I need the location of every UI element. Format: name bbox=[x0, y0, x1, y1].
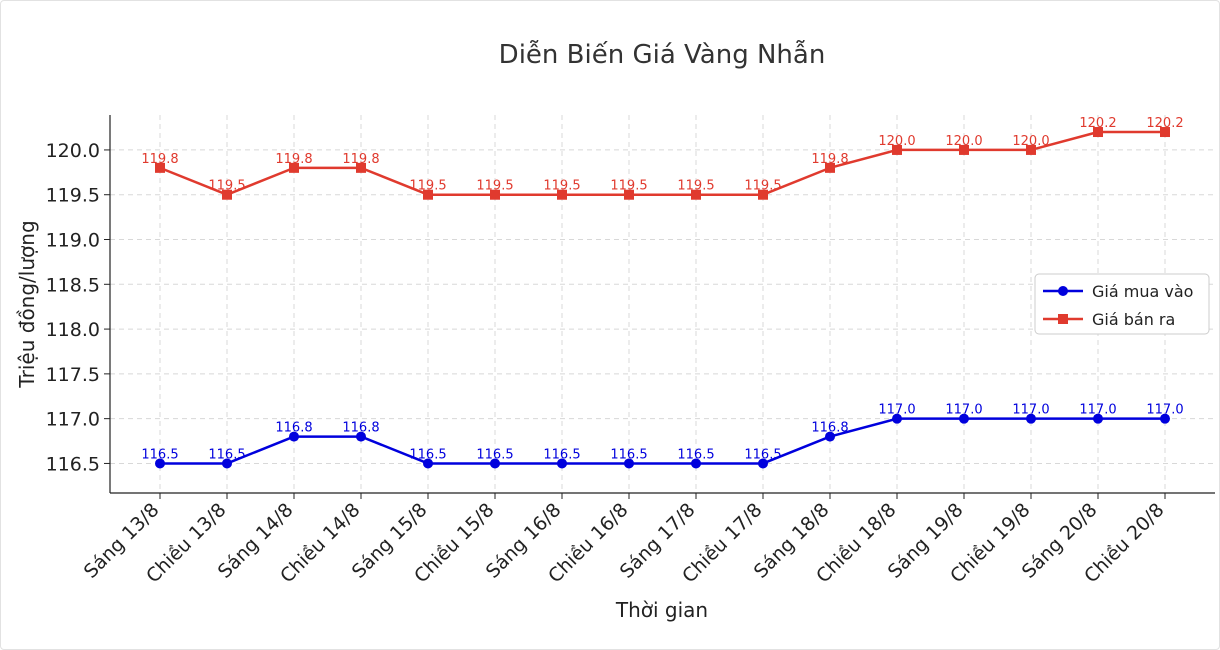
data-point bbox=[155, 162, 165, 173]
data-point bbox=[423, 458, 433, 469]
data-point bbox=[1026, 413, 1036, 424]
data-label: 117.0 bbox=[1079, 403, 1116, 418]
data-label: 116.5 bbox=[677, 447, 714, 462]
data-label: 116.5 bbox=[543, 447, 580, 462]
plot-area: 116.5 116.5 116.8 116.8 116.5 116.5 116.5 116.5… bbox=[141, 116, 1184, 469]
data-point bbox=[289, 431, 299, 442]
data-point bbox=[691, 458, 701, 469]
data-label: 116.8 bbox=[275, 421, 312, 436]
data-label: 120.2 bbox=[1146, 116, 1183, 131]
data-label: 119.8 bbox=[811, 152, 848, 167]
data-point bbox=[825, 431, 835, 442]
legend-label: Giá bán ra bbox=[1092, 310, 1175, 329]
data-label: 119.8 bbox=[141, 152, 178, 167]
data-point bbox=[1026, 144, 1036, 155]
data-label: 117.0 bbox=[1146, 403, 1183, 418]
data-label: 116.8 bbox=[342, 421, 379, 436]
y-tick-label: 117.0 bbox=[46, 409, 100, 431]
data-label: 119.8 bbox=[275, 152, 312, 167]
data-label: 119.5 bbox=[208, 179, 245, 194]
y-axis-label: Triệu đồng/lượng bbox=[15, 220, 39, 388]
data-point bbox=[155, 458, 165, 469]
data-point bbox=[222, 189, 232, 200]
data-point bbox=[892, 144, 902, 155]
data-point bbox=[758, 189, 768, 200]
data-point bbox=[490, 189, 500, 200]
data-label: 116.5 bbox=[610, 447, 647, 462]
data-label: 116.5 bbox=[141, 447, 178, 462]
x-axis-label: Thời gian bbox=[615, 598, 708, 622]
data-point bbox=[959, 144, 969, 155]
data-label: 120.0 bbox=[1012, 134, 1049, 149]
series-gia-ban-ra: 119.8 119.5 119.8 119.8 119.5 119.5 119.5 119.5… bbox=[141, 116, 1184, 200]
y-tick-label: 117.5 bbox=[46, 364, 100, 386]
data-label: 119.5 bbox=[409, 179, 446, 194]
data-point bbox=[1093, 127, 1103, 138]
data-point bbox=[825, 162, 835, 173]
data-point bbox=[356, 431, 366, 442]
y-tick-label: 116.5 bbox=[46, 453, 100, 475]
legend-marker bbox=[1058, 286, 1068, 296]
data-point bbox=[959, 413, 969, 424]
data-label: 119.5 bbox=[610, 179, 647, 194]
data-point bbox=[691, 189, 701, 200]
data-label: 116.5 bbox=[476, 447, 513, 462]
legend-marker bbox=[1058, 314, 1068, 324]
data-point bbox=[557, 189, 567, 200]
data-label: 117.0 bbox=[1012, 403, 1049, 418]
data-point bbox=[289, 162, 299, 173]
data-point bbox=[557, 458, 567, 469]
data-label: 119.5 bbox=[543, 179, 580, 194]
y-ticks: 116.5 117.0 117.5 118.0 118.5 119.0 119.5 120.0 bbox=[46, 140, 110, 475]
y-tick-label: 118.5 bbox=[46, 274, 100, 296]
data-label: 119.5 bbox=[476, 179, 513, 194]
data-point bbox=[1160, 127, 1170, 138]
data-point bbox=[758, 458, 768, 469]
data-point bbox=[1160, 413, 1170, 424]
data-label: 117.0 bbox=[945, 403, 982, 418]
data-point bbox=[624, 189, 634, 200]
data-point bbox=[1093, 413, 1103, 424]
data-label: 119.5 bbox=[744, 179, 781, 194]
data-point bbox=[490, 458, 500, 469]
data-label: 119.5 bbox=[677, 179, 714, 194]
data-label: 120.0 bbox=[878, 134, 915, 149]
data-label: 116.5 bbox=[744, 447, 781, 462]
y-tick-label: 118.0 bbox=[46, 319, 100, 341]
data-point bbox=[222, 458, 232, 469]
data-point bbox=[624, 458, 634, 469]
data-label: 120.2 bbox=[1079, 116, 1116, 131]
y-tick-label: 120.0 bbox=[46, 140, 100, 162]
data-label: 120.0 bbox=[945, 134, 982, 149]
data-label: 117.0 bbox=[878, 403, 915, 418]
data-label: 116.8 bbox=[811, 421, 848, 436]
legend: Giá mua vào Giá bán ra bbox=[1034, 273, 1210, 335]
data-point bbox=[892, 413, 902, 424]
data-point bbox=[423, 189, 433, 200]
y-tick-label: 119.5 bbox=[46, 185, 100, 207]
series-line bbox=[159, 130, 1165, 196]
series-gia-mua-vao: 116.5 116.5 116.8 116.8 116.5 116.5 116.5 116.5… bbox=[141, 403, 1184, 469]
series-line bbox=[160, 417, 1165, 465]
y-tick-label: 119.0 bbox=[46, 230, 100, 252]
grid bbox=[110, 115, 1215, 493]
data-label: 116.5 bbox=[409, 447, 446, 462]
data-label: 116.5 bbox=[208, 447, 245, 462]
chart-title: Diễn Biến Giá Vàng Nhẫn bbox=[499, 39, 826, 70]
data-label: 119.8 bbox=[342, 152, 379, 167]
legend-label: Giá mua vào bbox=[1092, 282, 1193, 301]
data-point bbox=[356, 162, 366, 173]
